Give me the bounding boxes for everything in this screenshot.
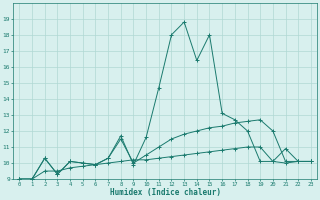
X-axis label: Humidex (Indice chaleur): Humidex (Indice chaleur) — [110, 188, 220, 197]
